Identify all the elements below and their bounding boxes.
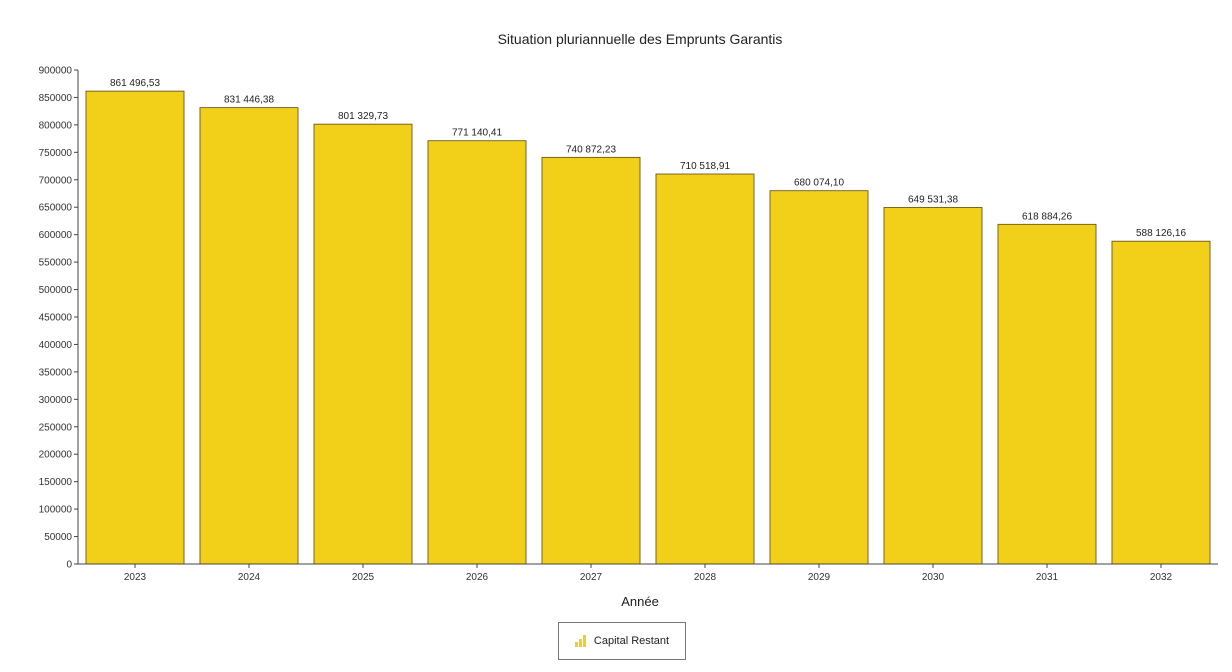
x-tick-label: 2029	[808, 572, 831, 583]
y-tick-label: 650000	[39, 203, 73, 214]
legend-label: Capital Restant	[593, 635, 670, 647]
y-tick-label: 450000	[39, 313, 73, 324]
legend: Capital Restant	[558, 622, 686, 660]
data-label-2028: 710 518,91	[680, 161, 730, 172]
data-label-2030: 649 531,38	[908, 194, 958, 205]
data-label-2025: 801 329,73	[338, 111, 388, 122]
y-tick-label: 550000	[39, 258, 73, 269]
data-label-2027: 740 872,23	[566, 144, 616, 155]
x-tick-label: 2025	[352, 572, 375, 583]
y-tick-label: 250000	[39, 422, 73, 433]
y-tick-label: 350000	[39, 367, 73, 378]
y-tick-label: 100000	[39, 505, 73, 516]
bar-2031	[997, 223, 1097, 565]
data-label-2029: 680 074,10	[794, 178, 844, 189]
bar-2023	[85, 90, 185, 565]
y-axis: 0 50000 100000 150000 200000 250000 300000 3500…	[39, 66, 78, 571]
y-tick-label: 700000	[39, 175, 73, 186]
y-tick-label: 500000	[39, 285, 73, 296]
y-tick-label: 750000	[39, 148, 73, 159]
x-tick-label: 2028	[694, 572, 717, 583]
y-tick-label: 900000	[39, 66, 73, 77]
bar-2029	[769, 190, 869, 565]
x-tick-label: 2030	[922, 572, 945, 583]
bar-2027	[541, 156, 641, 565]
bar-2032	[1111, 240, 1211, 565]
x-tick-label: 2024	[238, 572, 261, 583]
x-axis-title: Année	[621, 594, 659, 609]
x-tick-label: 2027	[580, 572, 603, 583]
data-label-2031: 618 884,26	[1022, 211, 1072, 222]
bar-2030	[883, 207, 983, 565]
y-tick-label: 300000	[39, 395, 73, 406]
bars-group: 861 496,53 831 446,38 801 329,73 771 140,41…	[85, 78, 1211, 565]
bar-2024	[199, 107, 299, 565]
bar-chart-icon	[574, 635, 586, 647]
bar-2026	[427, 140, 527, 565]
x-tick-label: 2023	[124, 572, 147, 583]
y-tick-label: 150000	[39, 477, 73, 488]
y-tick-label: 400000	[39, 340, 73, 351]
bar-2028	[655, 173, 755, 565]
bar-2025	[313, 123, 413, 565]
x-tick-label: 2031	[1036, 572, 1059, 583]
y-tick-label: 0	[66, 560, 72, 571]
x-tick-label: 2026	[466, 572, 489, 583]
y-tick-label: 800000	[39, 120, 73, 131]
y-tick-label: 600000	[39, 230, 73, 241]
y-tick-label: 50000	[44, 532, 72, 543]
y-tick-label: 200000	[39, 450, 73, 461]
y-tick-label: 850000	[39, 93, 73, 104]
x-tick-label: 2032	[1150, 572, 1173, 583]
data-label-2023: 861 496,53	[110, 78, 160, 89]
data-label-2026: 771 140,41	[452, 128, 502, 139]
x-axis: 2023 2024 2025 2026 2027 2028 2029 2030 2031 2032	[124, 564, 1173, 583]
data-label-2024: 831 446,38	[224, 95, 274, 106]
data-label-2032: 588 126,16	[1136, 228, 1186, 239]
chart-title: Situation pluriannuelle des Emprunts Gar…	[498, 31, 783, 47]
